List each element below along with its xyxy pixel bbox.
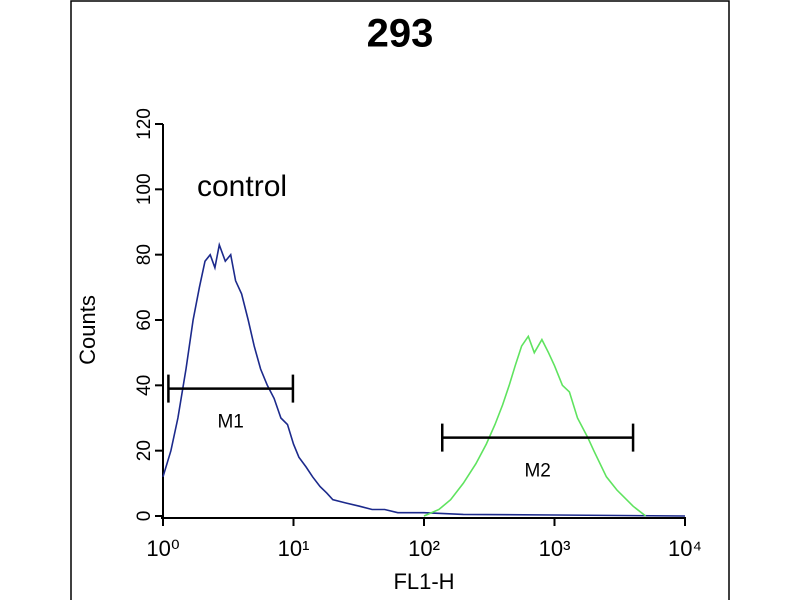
y-tick-label: 0 <box>134 511 155 522</box>
histogram-line <box>162 241 686 517</box>
y-tick-label: 40 <box>134 375 155 396</box>
x-tick-label: 10¹ <box>278 536 310 561</box>
y-tick-label: 60 <box>134 309 155 330</box>
y-tick-label: 20 <box>134 440 155 461</box>
y-tick-label: 100 <box>134 173 155 205</box>
x-tick-label: 10² <box>408 536 440 561</box>
annotation: control <box>197 170 287 203</box>
y-tick-label: 80 <box>134 244 155 265</box>
x-tick-label: 10⁴ <box>668 536 702 561</box>
marker-label: M2 <box>524 461 550 482</box>
marker-label: M1 <box>217 412 243 433</box>
x-tick-label: 10³ <box>539 536 571 561</box>
x-axis-label: FL1-H <box>393 569 454 594</box>
x-tick-label: 10⁰ <box>146 536 179 561</box>
y-axis-label: Counts <box>75 295 100 365</box>
y-tick-label: 120 <box>134 108 155 140</box>
frame <box>70 0 730 600</box>
histogram-line <box>423 334 647 517</box>
chart-title: 293 <box>367 12 434 56</box>
